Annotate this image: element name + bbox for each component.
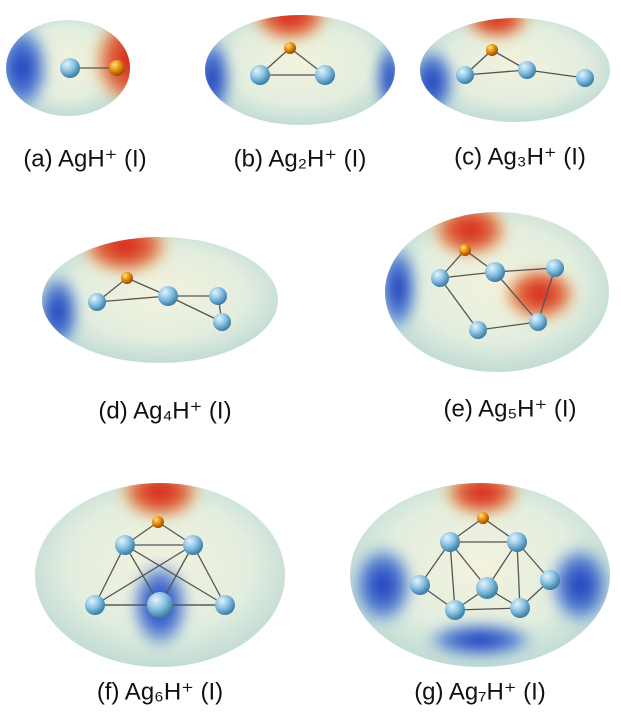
panel-label: (c) Ag₃H⁺ (I)	[454, 143, 586, 170]
silver-atom	[147, 592, 173, 618]
molecule-panel	[34, 220, 278, 363]
panel-label: (d) Ag₄H⁺ (I)	[98, 397, 231, 424]
silver-atom	[158, 286, 178, 306]
silver-atom	[485, 262, 505, 282]
silver-atom	[440, 532, 460, 552]
positive-region	[90, 20, 170, 120]
hydrogen-atom	[152, 516, 164, 528]
silver-atom	[456, 66, 474, 84]
silver-atom	[445, 600, 465, 620]
positive-region	[461, 2, 533, 46]
silver-atom	[518, 61, 536, 79]
silver-atom	[85, 595, 105, 615]
molecule-panel	[376, 206, 609, 372]
silver-atom	[410, 575, 430, 595]
negative-region	[349, 541, 417, 629]
silver-atom	[431, 269, 449, 287]
hydrogen-atom	[477, 512, 489, 524]
molecule-panel	[349, 472, 614, 667]
molecule-panel	[0, 20, 170, 120]
silver-atom	[60, 58, 80, 78]
hydrogen-atom	[486, 44, 498, 56]
hydrogen-atom	[109, 60, 125, 76]
figure: (a) AgH⁺ (I) (b) Ag₂H⁺ (I) (c) Ag₃H⁺ (I)…	[0, 0, 621, 712]
silver-atom	[576, 69, 594, 87]
silver-atom	[250, 65, 270, 85]
silver-atom	[540, 570, 560, 590]
silver-atom	[476, 577, 498, 599]
hydrogen-atom	[121, 272, 133, 284]
panel-label: (b) Ag₂H⁺ (I)	[234, 145, 367, 172]
molecule-panel	[406, 2, 610, 122]
positive-region	[428, 206, 512, 266]
negative-region	[190, 33, 234, 123]
negative-region	[406, 44, 458, 120]
silver-atom	[315, 65, 335, 85]
page: {"panels": [ {"label": "(a) AgH⁺ (I)"}, …	[0, 0, 621, 712]
panel-label: (a) AgH⁺ (I)	[23, 145, 146, 172]
silver-atom	[209, 287, 227, 305]
silver-atom	[215, 595, 235, 615]
negative-region	[376, 240, 420, 336]
silver-atom	[469, 321, 487, 339]
molecule-panel	[190, 0, 406, 125]
silver-atom	[529, 313, 547, 331]
panel-label: (f) Ag₆H⁺ (I)	[97, 678, 223, 705]
molecule-panel	[35, 468, 285, 667]
panel-label: (g) Ag₇H⁺ (I)	[414, 678, 546, 705]
negative-region	[374, 38, 406, 118]
panel-label: (e) Ag₅H⁺ (I)	[443, 395, 576, 422]
hydrogen-atom	[459, 244, 471, 256]
silver-atom	[546, 259, 564, 277]
silver-atom	[183, 535, 203, 555]
silver-atom	[213, 313, 231, 331]
silver-atom	[88, 293, 106, 311]
body: (a) AgH⁺ (I) (b) Ag₂H⁺ (I) (c) Ag₃H⁺ (I)…	[0, 0, 621, 712]
silver-atom	[507, 532, 527, 552]
negative-region	[34, 270, 82, 354]
hydrogen-atom	[284, 42, 296, 54]
silver-atom	[510, 598, 530, 618]
negative-region	[420, 620, 540, 660]
silver-atom	[115, 535, 135, 555]
